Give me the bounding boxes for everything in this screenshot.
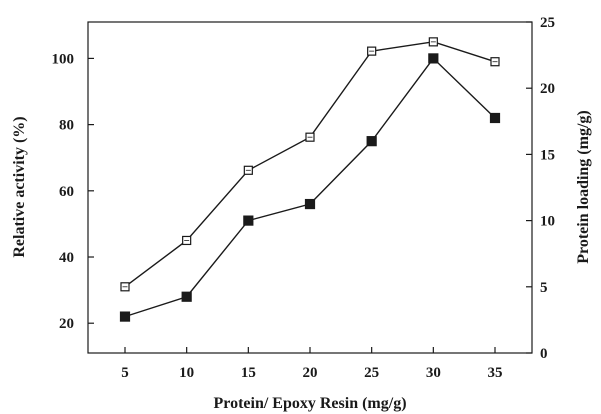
right-axis-ticks: 0 5 10 15 20 25 [526, 15, 555, 362]
x-tick-label: 35 [488, 365, 503, 381]
left-tick-label: 80 [59, 118, 74, 134]
right-tick-label: 20 [540, 81, 555, 97]
right-tick-label: 0 [540, 346, 548, 362]
series-1-line [124, 41, 496, 288]
right-axis-title: Protein loading (mg/g) [575, 110, 592, 263]
series-2-point [489, 112, 501, 124]
x-tick-label: 5 [121, 365, 129, 381]
x-tick-label: 30 [426, 365, 441, 381]
right-tick-label: 5 [540, 280, 548, 296]
series-2-point [304, 198, 316, 210]
series-2-line [124, 57, 496, 318]
left-axis-title: Relative activity (%) [11, 116, 28, 257]
x-axis-ticks: 5 10 15 20 25 30 35 [121, 347, 503, 381]
right-tick-label: 25 [540, 15, 555, 31]
x-axis-title: Protein/ Epoxy Resin (mg/g) [213, 395, 406, 412]
x-tick-label: 20 [303, 365, 318, 381]
series-2-point [119, 311, 131, 322]
left-tick-label: 100 [52, 51, 75, 67]
left-tick-label: 40 [59, 250, 74, 266]
x-tick-label: 25 [364, 365, 379, 381]
series-2-point [243, 215, 254, 226]
x-tick-label: 15 [241, 365, 256, 381]
series-2-point [428, 53, 439, 64]
left-tick-label: 20 [59, 316, 74, 332]
series-2-point [366, 136, 377, 147]
right-tick-label: 15 [540, 147, 555, 163]
left-tick-label: 60 [59, 184, 74, 200]
plot-frame [87, 21, 533, 354]
left-axis-ticks: 20 40 60 80 100 [52, 51, 94, 332]
series-2-point [181, 291, 192, 302]
x-tick-label: 10 [179, 365, 194, 381]
right-tick-label: 10 [540, 214, 555, 230]
series-layer [119, 37, 501, 322]
